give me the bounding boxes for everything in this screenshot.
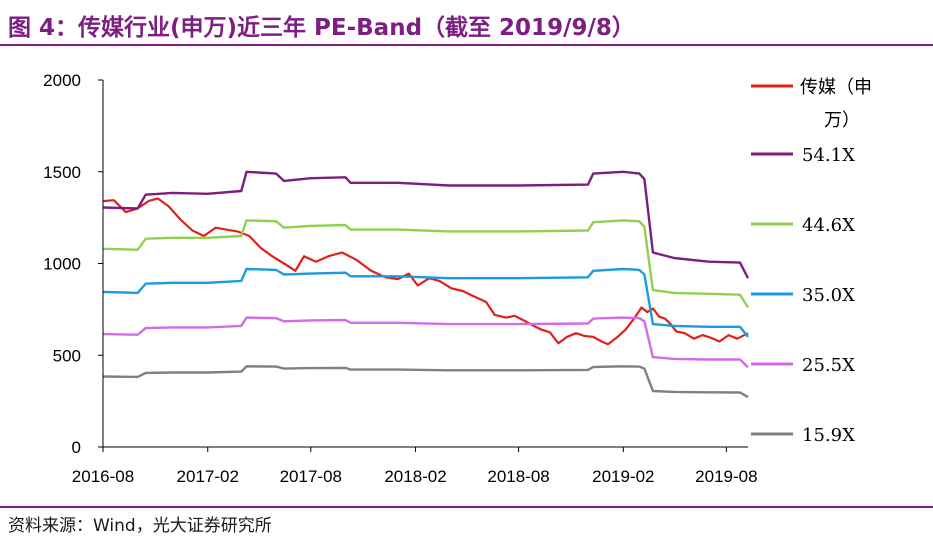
page-title: 图 4：传媒行业(申万)近三年 PE-Band（截至 2019/9/8） — [8, 15, 635, 41]
legend-label-line: 万） — [824, 110, 860, 131]
series-line-pe-44-6x — [102, 219, 750, 309]
series-line-pe-15-9x — [102, 365, 749, 399]
legend-label-pe-25-5x: 25.5X — [802, 355, 855, 376]
x-tick-label: 2018-08 — [487, 467, 549, 486]
series-line-pe-54-1x — [102, 170, 750, 279]
x-tick-label: 2019-02 — [592, 467, 654, 486]
footer-rule — [0, 506, 933, 508]
series-line-pe-25-5x — [102, 316, 749, 369]
source-note: 资料来源：Wind，光大证券研究所 — [8, 516, 272, 536]
y-tick-label: 0 — [72, 438, 81, 457]
x-tick-label: 2019-08 — [695, 467, 757, 486]
y-tick-label: 2000 — [43, 71, 81, 90]
legend-label-media-index: 传媒（申万） — [800, 77, 872, 131]
legend-label-line: 传媒（申 — [800, 77, 872, 98]
legend-label-pe-44-6x: 44.6X — [802, 215, 855, 236]
legend-label-pe-15-9x: 15.9X — [802, 425, 855, 446]
axes: 0 500 1000 1500 2000 2016-08 2017-02 2017-08 201… — [43, 71, 757, 486]
legend: 传媒（申万） 54.1X 44.6X 35.0X 25.5X 15.9X — [751, 77, 872, 446]
title-rule — [0, 44, 933, 46]
y-tick-label: 1500 — [43, 163, 81, 182]
y-tick-label: 500 — [53, 346, 81, 365]
legend-label-pe-54-1x: 54.1X — [802, 145, 855, 166]
plot-lines — [102, 170, 750, 399]
x-tick-label: 2016-08 — [72, 467, 134, 486]
x-tick-label: 2017-08 — [280, 467, 342, 486]
x-tick-label: 2017-02 — [177, 467, 239, 486]
legend-label-pe-35-0x: 35.0X — [802, 285, 855, 306]
y-tick-label: 1000 — [43, 255, 81, 274]
x-tick-label: 2018-02 — [384, 467, 446, 486]
series-line-pe-35-0x — [102, 267, 749, 338]
series-line-media-index — [102, 197, 749, 346]
